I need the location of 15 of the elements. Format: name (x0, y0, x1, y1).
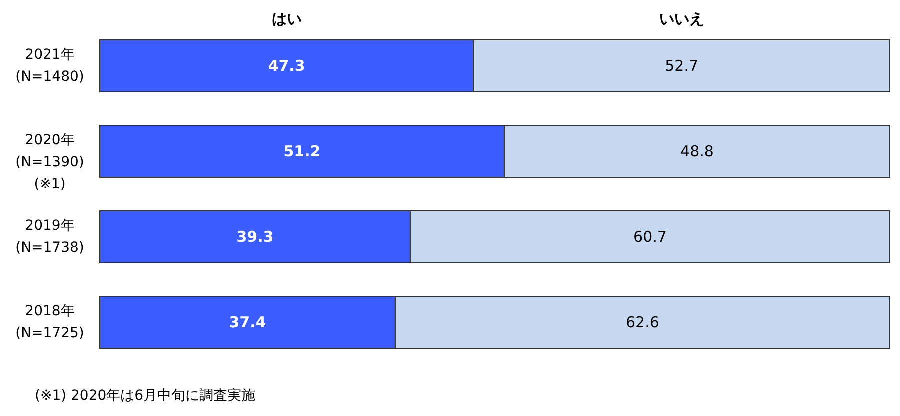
text: (※1) 2020年は6月中旬に調査実施 (35, 388, 256, 404)
data-label: 62.6 (626, 314, 660, 332)
y-tick-label: 2019年 (N=1738) (16, 218, 84, 256)
data-label: 47.3 (268, 57, 306, 75)
data-label: 51.2 (284, 142, 321, 160)
y-tick-label: 2018年 (N=1725) (16, 304, 84, 342)
data-label: 48.8 (680, 142, 714, 160)
data-label: 52.7 (665, 57, 699, 75)
y-tick-label: 2020年 (N=1390) (※1) (16, 132, 84, 192)
data-label: 60.7 (634, 228, 667, 246)
y-tick-label: 2021年 (N=1480) (16, 47, 84, 85)
data-label: 37.4 (229, 314, 266, 332)
data-label: 39.3 (236, 228, 274, 246)
series-label: はい (272, 10, 302, 28)
series-label: いいえ (659, 10, 704, 28)
